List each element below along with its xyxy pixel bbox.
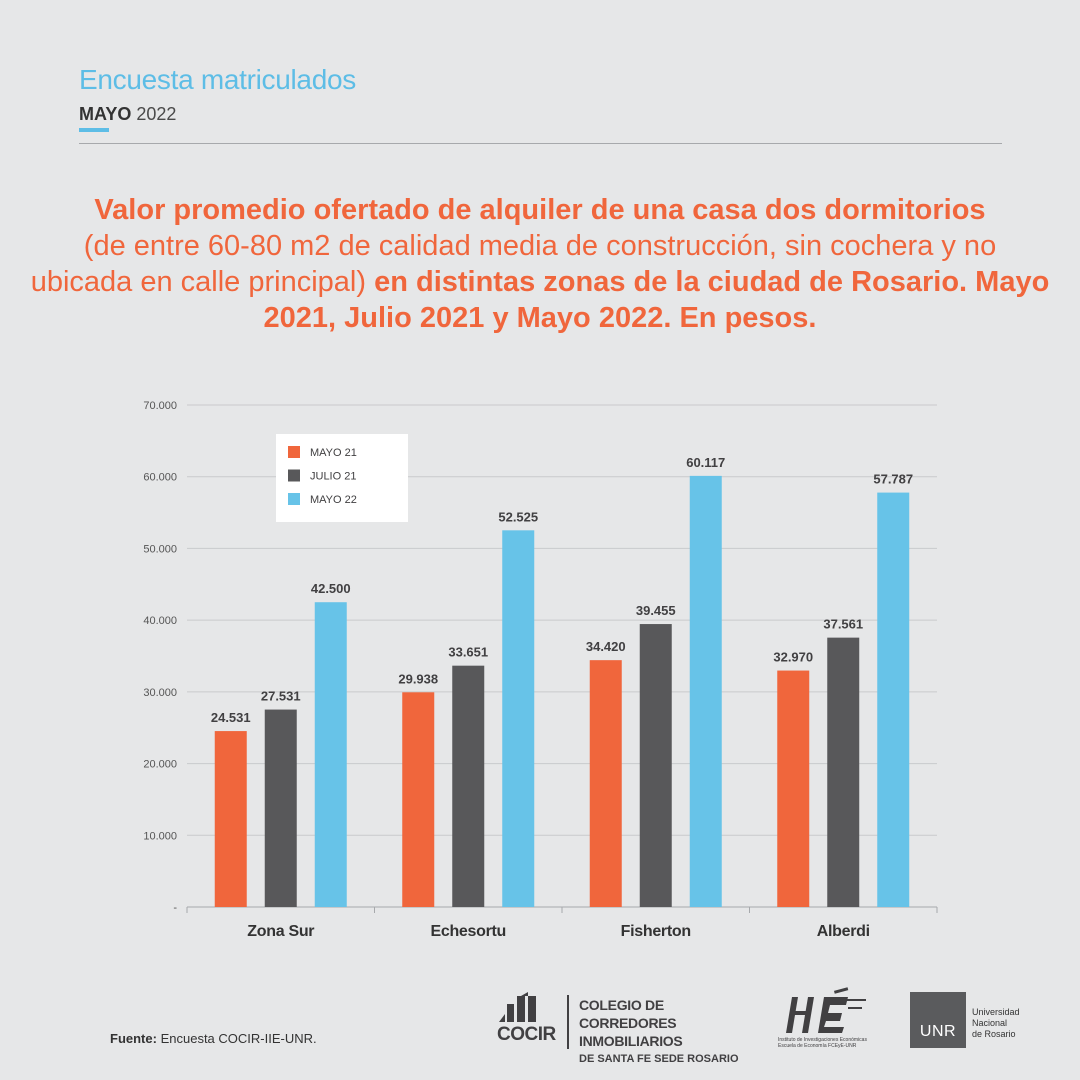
headline-part-2: (de entre 60-80 m2 de calidad media de c…	[30, 230, 997, 298]
iie-logo: Instituto de Investigaciones Económicas …	[778, 985, 878, 1055]
bar	[452, 665, 485, 907]
bar	[264, 709, 297, 907]
legend-label: MAYO 22	[310, 494, 357, 506]
source-label: Fuente:	[110, 1031, 157, 1046]
data-label: 42.500	[311, 581, 351, 596]
legend-swatch	[288, 469, 300, 482]
y-tick-label: 70.000	[143, 400, 177, 412]
legend-label: JULIO 21	[310, 471, 356, 483]
iie-line-2: Escuela de Economía FCEyE-UNR	[778, 1043, 857, 1049]
iie-mark-icon	[786, 987, 866, 1033]
bar	[877, 492, 910, 907]
iie-line-1: Instituto de Investigaciones Económicas	[778, 1037, 867, 1043]
unr-line-1: Universidad	[972, 1007, 1020, 1017]
unr-line-3: de Rosario	[972, 1029, 1016, 1039]
report-title: Encuesta matriculados	[79, 64, 356, 95]
data-label: 29.938	[398, 671, 438, 686]
x-category-label: Fisherton	[621, 923, 691, 940]
bar	[214, 731, 247, 907]
data-label: 37.561	[823, 617, 863, 632]
y-tick-label: -	[173, 902, 177, 914]
report-year: 2022	[136, 104, 177, 124]
bar	[314, 602, 347, 907]
cocir-separator	[567, 995, 569, 1049]
cocir-line-1: COLEGIO DE CORREDORES	[579, 997, 677, 1031]
unr-line-2: Nacional	[972, 1018, 1008, 1028]
y-tick-label: 20.000	[143, 759, 177, 771]
legend-swatch	[288, 493, 300, 505]
headline-part-3: en distintas zonas de la ciudad de Rosar…	[263, 266, 1050, 334]
data-label: 39.455	[636, 603, 676, 618]
data-label: 34.420	[586, 639, 626, 654]
bar	[402, 692, 435, 907]
source-note: Fuente: Encuesta COCIR-IIE-UNR.	[110, 1031, 317, 1046]
data-label: 57.787	[873, 472, 913, 487]
unr-badge: UNR	[910, 992, 966, 1048]
header-divider	[79, 143, 1002, 144]
source-text: Encuesta COCIR-IIE-UNR.	[160, 1031, 317, 1046]
data-label: 32.970	[773, 650, 813, 665]
cocir-logo: COCIR COLEGIO DE CORREDORES INMOBILIARIO…	[495, 990, 740, 1065]
unr-logo: UNR Universidad Nacional de Rosario	[910, 992, 1040, 1052]
cocir-line-3: DE SANTA FE SEDE ROSARIO	[579, 1053, 739, 1065]
y-tick-label: 30.000	[143, 687, 177, 699]
x-category-label: Zona Sur	[247, 923, 314, 940]
y-tick-label: 60.000	[143, 472, 177, 484]
data-label: 60.117	[686, 455, 725, 470]
report-date: MAYO 2022	[79, 104, 176, 125]
legend-label: MAYO 21	[310, 447, 357, 459]
headline-part-1: Valor promedio ofertado de alquiler de u…	[94, 194, 986, 226]
bar	[502, 530, 535, 907]
report-month: MAYO	[79, 104, 132, 124]
x-category-label: Echesortu	[430, 923, 506, 940]
bar	[639, 624, 672, 907]
unr-name: Universidad Nacional de Rosario	[972, 1007, 1020, 1040]
chart-headline: Valor promedio ofertado de alquiler de u…	[30, 192, 1050, 336]
iie-caption: Instituto de Investigaciones Económicas …	[778, 1037, 878, 1049]
data-label: 52.525	[498, 509, 538, 524]
data-label: 33.651	[448, 645, 488, 660]
bar	[827, 637, 860, 907]
cocir-name: COLEGIO DE CORREDORES INMOBILIARIOS DE S…	[579, 996, 740, 1068]
x-category-label: Alberdi	[817, 923, 870, 940]
y-tick-label: 50.000	[143, 543, 177, 555]
y-tick-label: 40.000	[143, 615, 177, 627]
data-label: 24.531	[211, 710, 251, 725]
y-tick-label: 10.000	[143, 830, 177, 842]
unr-badge-text: UNR	[919, 1023, 957, 1040]
title-accent-bar	[79, 128, 109, 132]
bar	[777, 670, 810, 907]
bar	[689, 475, 722, 907]
bar	[589, 660, 622, 907]
cocir-wordmark: COCIR	[497, 1024, 556, 1045]
cocir-line-2: INMOBILIARIOS	[579, 1033, 683, 1049]
data-label: 27.531	[261, 689, 301, 704]
legend-swatch	[288, 446, 300, 458]
cocir-building-icon	[499, 992, 536, 1022]
